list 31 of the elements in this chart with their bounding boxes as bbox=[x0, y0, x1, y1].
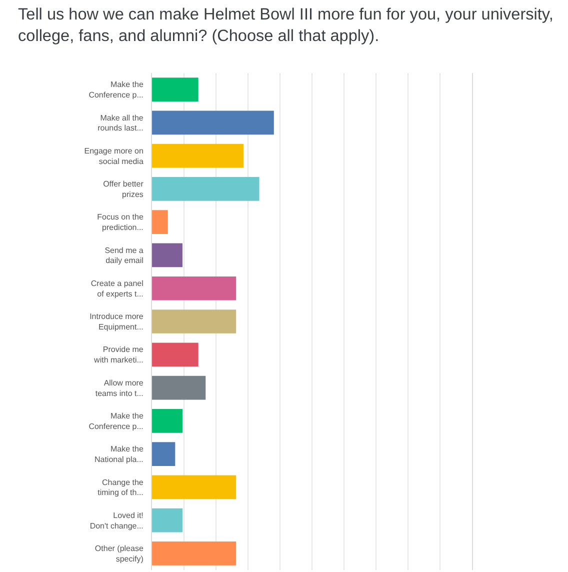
y-tick-label: Other (please specify) bbox=[94, 544, 144, 564]
bar bbox=[152, 243, 182, 268]
y-tick-label: Introduce more Equipment... bbox=[90, 312, 144, 332]
bar bbox=[152, 542, 236, 566]
y-tick-label: Provide me with marketi... bbox=[93, 345, 144, 365]
y-tick-label: Make the Conference p... bbox=[88, 412, 144, 431]
bar bbox=[152, 110, 274, 135]
bar bbox=[152, 310, 236, 334]
bar bbox=[152, 177, 260, 201]
y-tick-label: Send me a daily email bbox=[104, 246, 144, 266]
bar bbox=[152, 144, 244, 168]
bar bbox=[152, 508, 182, 532]
y-tick-label: Loved it! Don't change... bbox=[90, 510, 144, 530]
y-tick-label: Offer better prizes bbox=[103, 180, 144, 199]
bar bbox=[152, 408, 182, 433]
y-tick-label: Make the National pla... bbox=[94, 444, 144, 464]
bar bbox=[152, 342, 198, 367]
y-tick-label: Change the timing of th... bbox=[98, 478, 144, 498]
bar bbox=[152, 442, 176, 466]
y-tick-label: Engage more on social media bbox=[84, 146, 144, 166]
y-tick-label: Allow more teams into t... bbox=[95, 378, 144, 398]
y-tick-label: Make all the rounds last... bbox=[98, 113, 144, 133]
chart-title: Tell us how we can make Helmet Bowl III more fun for you, your university, college, fans, and alumni? (Choose all that apply). bbox=[18, 6, 554, 45]
y-tick-label: Focus on the prediction... bbox=[97, 212, 144, 232]
bar bbox=[152, 475, 236, 500]
bar bbox=[152, 376, 206, 400]
bar bbox=[152, 276, 236, 300]
bar bbox=[152, 78, 198, 102]
y-tick-label: Make the Conference p... bbox=[88, 80, 144, 100]
y-tick-label: Create a panel of experts t... bbox=[90, 278, 144, 298]
bar bbox=[152, 210, 168, 234]
